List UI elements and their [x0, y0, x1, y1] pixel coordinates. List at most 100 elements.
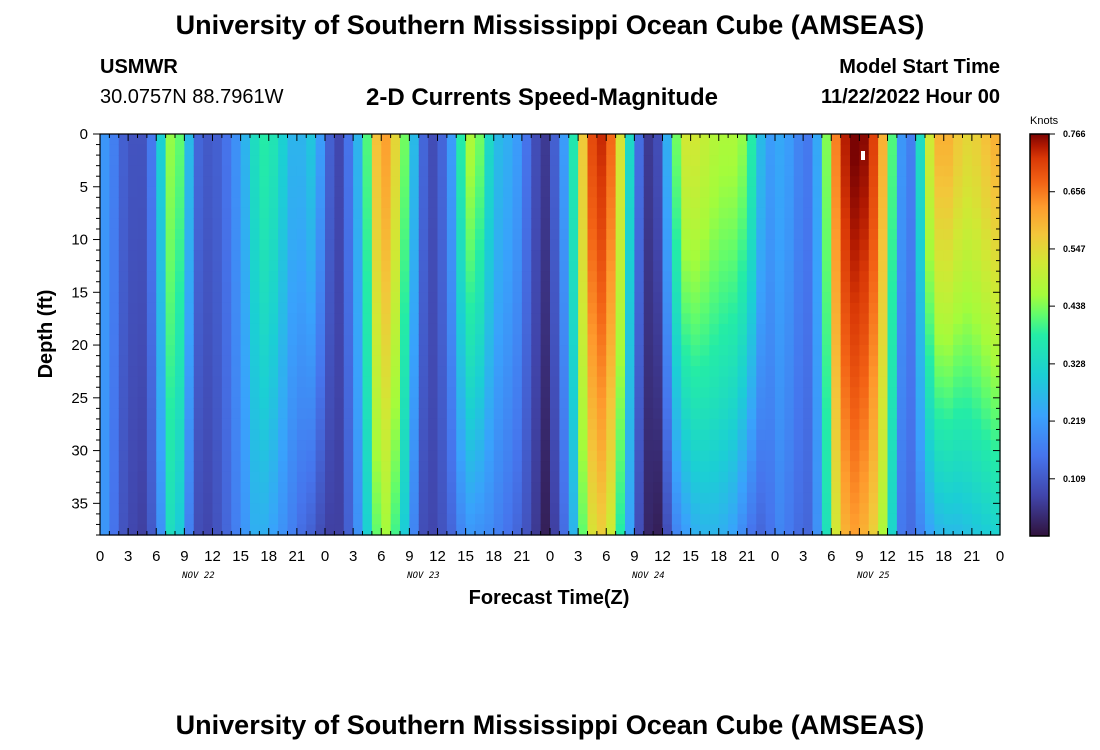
heatmap-cell: [756, 207, 767, 220]
heatmap-cell: [990, 461, 1001, 473]
heatmap-cell: [615, 461, 626, 473]
heatmap-cell: [231, 323, 242, 336]
heatmap-cell: [915, 334, 926, 346]
heatmap-cell: [700, 302, 710, 314]
heatmap-cell: [465, 313, 476, 325]
heatmap-cell: [156, 144, 167, 156]
heatmap-cell: [690, 302, 701, 314]
heatmap-cell: [446, 250, 457, 262]
heatmap-cell: [146, 228, 157, 241]
heatmap-cell: [109, 250, 120, 262]
heatmap-cell: [287, 524, 298, 536]
heatmap-cell: [128, 408, 139, 420]
heatmap-cell: [550, 186, 560, 198]
heatmap-cell: [156, 302, 167, 314]
heatmap-cell: [765, 482, 776, 494]
heatmap-cell: [175, 260, 185, 272]
heatmap-cell: [146, 197, 157, 209]
heatmap-cell: [971, 302, 982, 314]
heatmap-cell: [128, 492, 139, 504]
heatmap-cell: [521, 429, 532, 441]
heatmap-cell: [615, 387, 626, 399]
heatmap-cell: [362, 186, 373, 198]
heatmap-cell: [671, 513, 682, 526]
heatmap-cell: [981, 334, 992, 346]
heatmap-cell: [671, 323, 682, 336]
heatmap-cell: [831, 302, 842, 314]
heatmap-cell: [625, 334, 635, 346]
heatmap-cell: [981, 186, 992, 198]
heatmap-cell: [634, 302, 645, 314]
heatmap-cell: [493, 218, 504, 230]
heatmap-cell: [596, 260, 607, 272]
heatmap-cell: [578, 228, 589, 241]
heatmap-cell: [850, 228, 860, 241]
heatmap-cell: [615, 197, 626, 209]
heatmap-cell: [765, 165, 776, 177]
heatmap-cell: [446, 387, 457, 399]
heatmap-cell: [765, 302, 776, 314]
heatmap-cell: [578, 524, 589, 536]
heatmap-cell: [643, 503, 654, 515]
heatmap-cell: [381, 313, 392, 325]
heatmap-cell: [221, 302, 232, 314]
heatmap-cell: [212, 165, 223, 177]
heatmap-cell: [446, 513, 457, 526]
heatmap-cell: [831, 334, 842, 346]
heatmap-cell: [793, 408, 804, 420]
heatmap-cell: [531, 355, 542, 367]
heatmap-cell: [859, 218, 870, 230]
heatmap-cell: [653, 503, 664, 515]
heatmap-cell: [203, 376, 214, 388]
heatmap-cell: [896, 387, 907, 399]
heatmap-cell: [765, 345, 776, 357]
heatmap-cell: [390, 165, 401, 177]
heatmap-cell: [681, 260, 692, 272]
heatmap-cell: [203, 155, 214, 167]
heatmap-cell: [193, 155, 204, 167]
heatmap-cell: [512, 302, 523, 314]
heatmap-cell: [850, 440, 860, 452]
heatmap-cell: [156, 366, 167, 378]
heatmap-cell: [859, 524, 870, 536]
heatmap-cell: [718, 418, 729, 431]
heatmap-cell: [456, 450, 467, 462]
heatmap-cell: [728, 134, 739, 146]
heatmap-cell: [259, 429, 270, 441]
heatmap-cell: [221, 450, 232, 462]
heatmap-cell: [578, 250, 589, 262]
heatmap-cell: [690, 144, 701, 156]
heatmap-cell: [278, 176, 289, 188]
heatmap-cell: [934, 397, 945, 409]
heatmap-cell: [203, 345, 214, 357]
heatmap-cell: [212, 482, 223, 494]
heatmap-cell: [709, 155, 720, 167]
heatmap-cell: [681, 440, 692, 452]
heatmap-cell: [859, 345, 870, 357]
heatmap-cell: [878, 471, 889, 483]
heatmap-cell: [606, 197, 617, 209]
heatmap-cell: [531, 144, 542, 156]
heatmap-cell: [343, 260, 354, 272]
heatmap-cell: [887, 197, 898, 209]
heatmap-cell: [925, 186, 935, 198]
heatmap-cell: [353, 134, 364, 146]
heatmap-cell: [756, 155, 767, 167]
heatmap-cell: [465, 239, 476, 251]
heatmap-cell: [868, 228, 879, 241]
heatmap-cell: [315, 218, 326, 230]
heatmap-cell: [587, 366, 598, 378]
heatmap-cell: [409, 218, 420, 230]
heatmap-cell: [287, 387, 298, 399]
heatmap-cell: [521, 218, 532, 230]
heatmap-cell: [212, 440, 223, 452]
heatmap-cell: [793, 197, 804, 209]
heatmap-cell: [775, 155, 785, 167]
heatmap-cell: [475, 134, 485, 146]
heatmap-cell: [109, 218, 120, 230]
heatmap-cell: [165, 440, 176, 452]
heatmap-cell: [578, 355, 589, 367]
heatmap-cell: [362, 134, 373, 146]
heatmap-cell: [821, 418, 832, 431]
heatmap-cell: [578, 482, 589, 494]
